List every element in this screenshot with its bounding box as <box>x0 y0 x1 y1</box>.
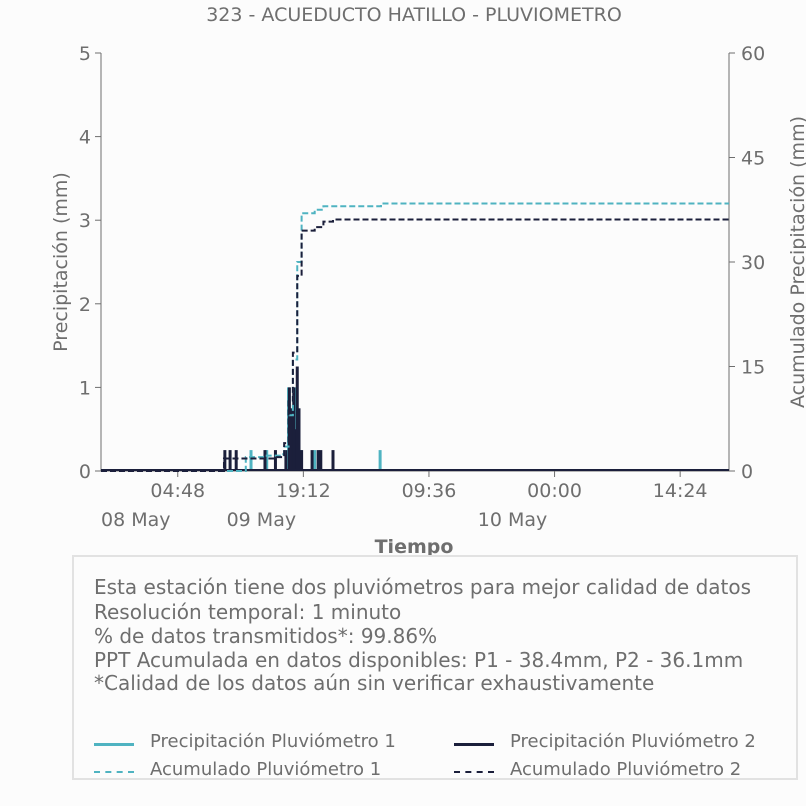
x-tick-label: 19:12 <box>276 480 331 502</box>
y-tick-label: 0 <box>79 461 91 483</box>
y-tick-label: 5 <box>79 43 91 65</box>
x-date-label: 10 May <box>478 509 548 531</box>
legend-label: Precipitación Pluviómetro 1 <box>150 731 396 752</box>
legend-label: Precipitación Pluviómetro 2 <box>510 731 756 752</box>
cumulative-line-series-4 <box>101 218 729 472</box>
info-line-station: Esta estación tiene dos pluviómetros par… <box>94 575 752 599</box>
chart-title: 323 - ACUEDUCTO HATILLO - PLUVIOMETRO <box>206 4 622 26</box>
x-axis-label: Tiempo <box>375 536 454 558</box>
x-date-label: 09 May <box>227 509 297 531</box>
y2-tick-label: 15 <box>741 357 765 379</box>
y2-axis-label: Acumulado Precipitación (mm) <box>787 116 806 408</box>
y-tick-label: 4 <box>79 127 91 149</box>
y-tick-label: 3 <box>79 210 91 232</box>
info-line-transmitted: % de datos transmitidos*: 99.86% <box>94 624 438 648</box>
y2-tick-label: 30 <box>741 252 765 274</box>
y2-tick-label: 0 <box>741 461 753 483</box>
legend-swatch-solid-navy <box>454 743 494 746</box>
y2-tick-label: 45 <box>741 148 765 170</box>
legend-swatch-dashed-navy <box>454 771 494 773</box>
y-axis-label: Precipitación (mm) <box>50 172 72 352</box>
info-line-accumulated: PPT Acumulada en datos disponibles: P1 -… <box>94 648 744 672</box>
x-date-label: 08 May <box>101 509 171 531</box>
x-tick-label: 04:48 <box>150 480 205 502</box>
info-line-resolution: Resolución temporal: 1 minuto <box>94 600 402 624</box>
legend-swatch-dashed-teal <box>94 771 134 773</box>
legend-swatch-solid-teal <box>94 743 134 746</box>
x-tick-label: 14:24 <box>653 480 708 502</box>
y2-tick-label: 60 <box>741 43 765 65</box>
info-box: Esta estación tiene dos pluviómetros par… <box>72 555 798 780</box>
info-line-quality-note: *Calidad de los datos aún sin verificar … <box>94 671 655 695</box>
x-tick-label: 00:00 <box>527 480 582 502</box>
cumulative-line-series-3 <box>101 202 729 472</box>
legend-label: Acumulado Pluviómetro 2 <box>510 759 742 780</box>
y-tick-label: 2 <box>79 294 91 316</box>
y-tick-label: 1 <box>79 377 91 399</box>
x-tick-label: 09:36 <box>402 480 457 502</box>
legend-label: Acumulado Pluviómetro 1 <box>150 759 382 780</box>
